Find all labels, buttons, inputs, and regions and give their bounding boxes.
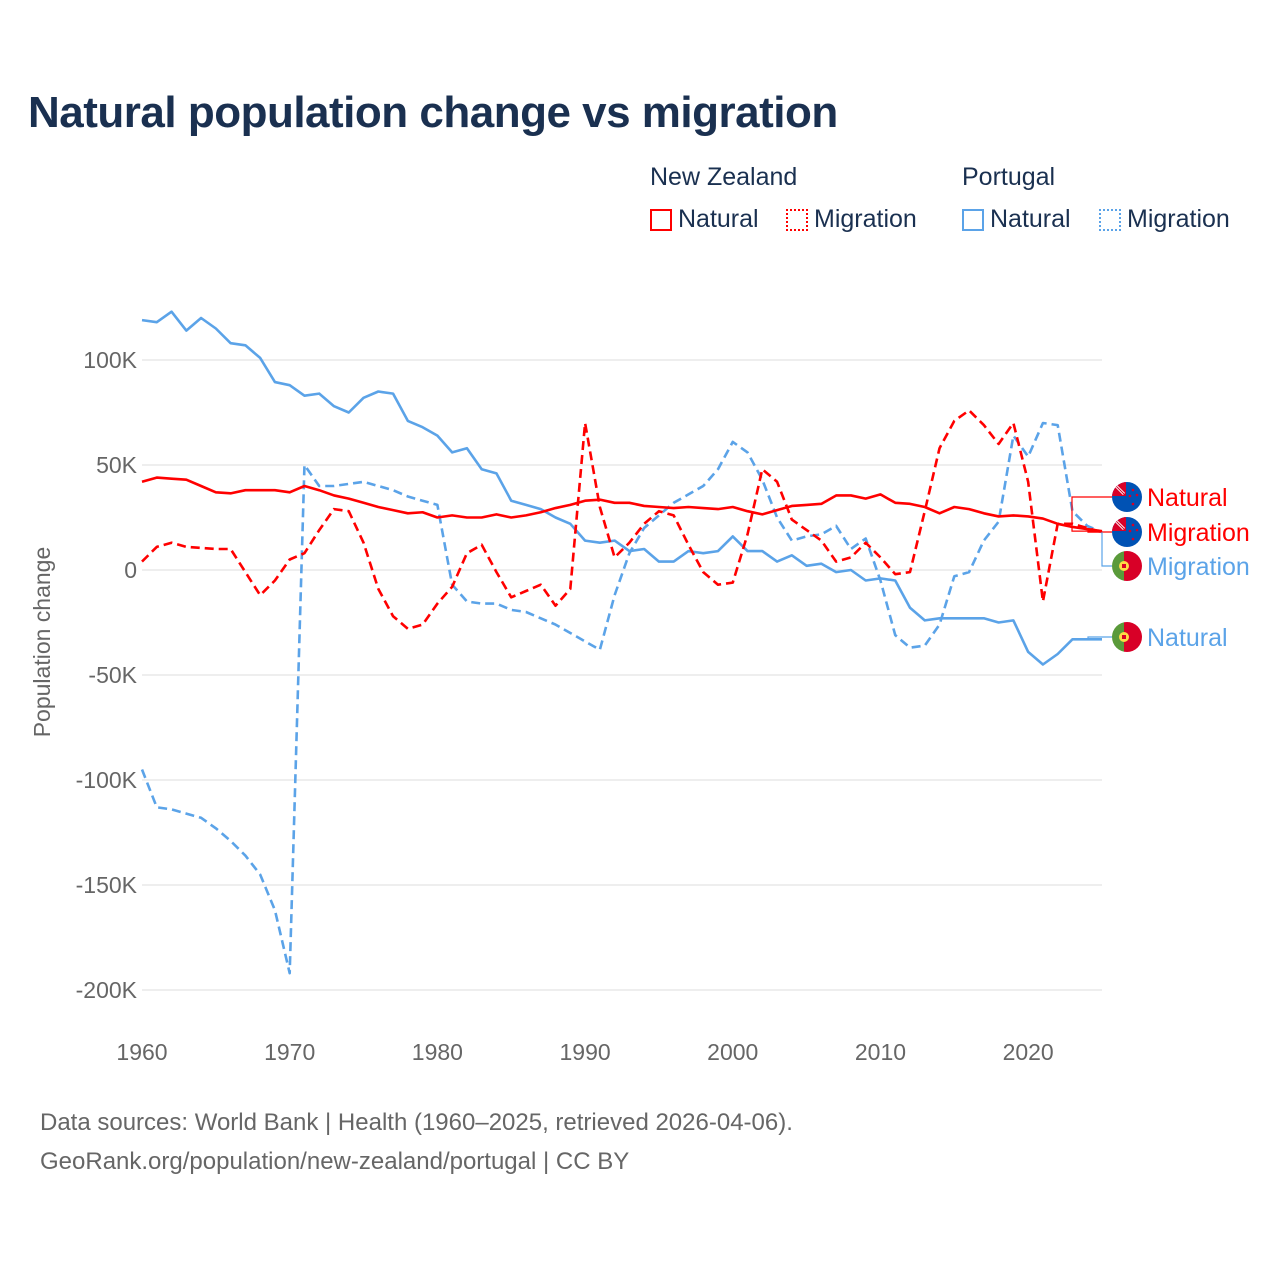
chart-title: Natural population change vs migration (28, 88, 838, 137)
legend-swatch (1099, 208, 1121, 231)
legend-group-new-zealand: New Zealand (650, 163, 798, 191)
footer-url: GeoRank.org/population/new-zealand/portu… (40, 1148, 630, 1175)
legend-nz-migration[interactable]: Migration (786, 205, 917, 234)
series-end-label: Migration (1147, 553, 1250, 581)
legend-pt-natural[interactable]: Natural (962, 205, 1071, 234)
y-tick-label: -200K (76, 977, 138, 1003)
x-tick-label: 2000 (707, 1039, 758, 1065)
series-end-label: Natural (1147, 624, 1228, 652)
legend-swatch (962, 208, 984, 231)
series-end-label: Migration (1147, 519, 1250, 547)
series-line-portugal-natural[interactable] (141, 310, 1102, 666)
x-tick-label: 1960 (116, 1039, 167, 1065)
y-axis-label: Population change (29, 547, 55, 738)
portugal-flag-icon (1112, 622, 1142, 652)
new-zealand-flag-icon (1112, 517, 1142, 547)
x-tick-label: 2010 (855, 1039, 906, 1065)
legend-swatch (786, 208, 808, 231)
footer-source: Data sources: World Bank | Health (1960–… (40, 1109, 793, 1136)
x-tick-label: 1980 (412, 1039, 463, 1065)
legend-label: Natural (678, 205, 759, 233)
x-tick-label: 1970 (264, 1039, 315, 1065)
y-tick-label: 0 (124, 557, 137, 583)
y-tick-label: -100K (76, 767, 138, 793)
legend-swatch (650, 208, 672, 231)
series-line-new-zealand-natural[interactable] (141, 476, 1103, 533)
legend-nz-natural[interactable]: Natural (650, 205, 759, 234)
y-tick-label: -150K (76, 872, 138, 898)
legend-group-portugal: Portugal (962, 163, 1056, 191)
label-connector (1087, 636, 1112, 640)
legend-pt-migration[interactable]: Migration (1099, 205, 1230, 234)
y-tick-label: 50K (96, 452, 138, 478)
series-end-label: Natural (1147, 484, 1228, 512)
legend-label: Natural (990, 205, 1071, 233)
new-zealand-flag-icon (1112, 482, 1142, 512)
x-tick-label: 2020 (1003, 1039, 1054, 1065)
label-connector (1101, 532, 1112, 567)
series-line-new-zealand-migration[interactable] (141, 409, 1103, 631)
x-tick-label: 1990 (559, 1039, 610, 1065)
series-line-portugal-migration[interactable] (140, 421, 1103, 975)
portugal-flag-icon (1112, 551, 1142, 581)
y-tick-label: -50K (88, 662, 137, 688)
y-tick-label: 100K (83, 347, 137, 373)
label-connector (1071, 496, 1112, 532)
legend-label: Migration (1127, 205, 1230, 233)
legend-label: Migration (814, 205, 917, 233)
